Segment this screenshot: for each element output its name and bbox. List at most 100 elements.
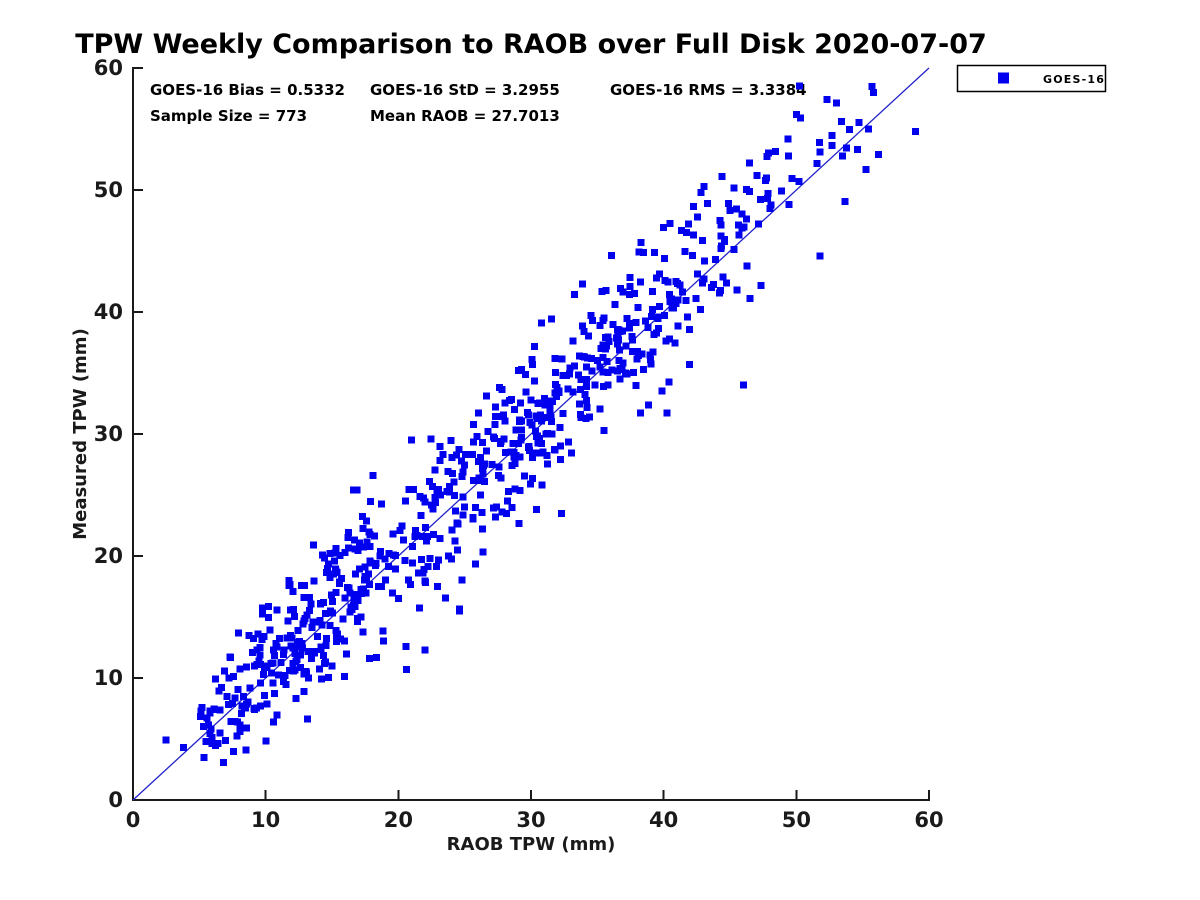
- scatter-point: [381, 555, 389, 563]
- scatter-point: [522, 371, 530, 379]
- scatter-point: [577, 376, 585, 384]
- scatter-point: [479, 525, 487, 533]
- scatter-point: [251, 705, 259, 713]
- scatter-point: [236, 665, 244, 673]
- scatter-point: [352, 570, 360, 578]
- scatter-point: [508, 462, 516, 470]
- scatter-point: [516, 487, 524, 495]
- scatter-point: [692, 294, 700, 302]
- scatter-point: [326, 549, 334, 557]
- scatter-point: [179, 744, 187, 751]
- scatter-point: [664, 278, 672, 286]
- scatter-point: [689, 231, 697, 239]
- scatter-point: [326, 574, 334, 582]
- scatter-point: [495, 472, 503, 479]
- scatter-point: [515, 439, 522, 447]
- scatter-point: [638, 350, 646, 358]
- scatter-point: [312, 618, 320, 626]
- scatter-point: [629, 368, 637, 376]
- scatter-point: [528, 361, 536, 369]
- scatter-point: [668, 304, 676, 312]
- scatter-point: [415, 569, 422, 577]
- scatter-point: [619, 359, 627, 367]
- scatter-point: [308, 655, 316, 663]
- scatter-point: [320, 659, 328, 667]
- scatter-point: [281, 672, 289, 680]
- scatter-point: [470, 421, 478, 429]
- scatter-point: [332, 588, 340, 596]
- scatter-point: [479, 439, 486, 446]
- scatter-point: [864, 125, 872, 133]
- scatter-point: [815, 138, 823, 146]
- x-tick-label: 50: [782, 808, 811, 832]
- scatter-point: [402, 643, 410, 651]
- scatter-point: [529, 454, 536, 462]
- scatter-point: [528, 355, 536, 363]
- scatter-point: [869, 88, 877, 96]
- x-axis-label: RAOB TPW (mm): [447, 834, 616, 855]
- scatter-point: [431, 466, 439, 474]
- scatter-point: [273, 606, 281, 614]
- scatter-point: [336, 635, 344, 643]
- scatter-point: [666, 297, 674, 305]
- scatter-point: [619, 288, 627, 296]
- scatter-point: [614, 332, 622, 340]
- scatter-point: [576, 352, 583, 360]
- legend-box: [956, 64, 1107, 93]
- scatter-point: [674, 322, 682, 330]
- scatter-point: [267, 669, 275, 677]
- scatter-point: [652, 274, 660, 282]
- scatter-point: [656, 270, 663, 278]
- scatter-point: [223, 693, 231, 701]
- scatter-point: [661, 255, 668, 262]
- scatter-point: [868, 83, 876, 90]
- scatter-point: [286, 667, 294, 675]
- scatter-point: [540, 395, 548, 403]
- scatter-point: [663, 409, 671, 417]
- scatter-point: [405, 486, 413, 494]
- scatter-point: [855, 119, 863, 127]
- scatter-point: [495, 463, 503, 471]
- scatter-point: [402, 666, 410, 673]
- scatter-point: [682, 296, 690, 304]
- stat-mean-raob: Mean RAOB = 27.7013: [370, 107, 560, 125]
- scatter-point: [531, 427, 539, 435]
- scatter-point: [632, 382, 640, 389]
- scatter-point: [369, 472, 377, 479]
- scatter-point: [589, 317, 597, 325]
- scatter-point: [300, 688, 308, 695]
- scatter-point: [541, 401, 549, 409]
- scatter-point: [565, 438, 573, 446]
- scatter-point: [552, 381, 560, 389]
- scatter-point: [693, 213, 701, 221]
- scatter-point: [470, 477, 478, 484]
- scatter-point: [504, 497, 512, 505]
- scatter-point: [454, 546, 462, 554]
- scatter-point: [745, 159, 753, 167]
- scatter-point: [378, 583, 386, 591]
- scatter-point: [329, 597, 337, 605]
- scatter-point: [225, 701, 232, 709]
- scatter-point: [655, 303, 663, 311]
- scatter-point: [530, 377, 538, 385]
- scatter-point: [356, 565, 364, 573]
- scatter-point: [448, 526, 456, 534]
- scatter-point: [265, 614, 272, 622]
- scatter-point: [548, 417, 556, 425]
- scatter-point: [333, 638, 341, 645]
- scatter-point: [242, 704, 249, 712]
- scatter-point: [700, 183, 708, 191]
- scatter-point: [423, 533, 431, 540]
- scatter-point: [618, 366, 626, 373]
- scatter-point: [645, 401, 653, 409]
- scatter-point: [678, 288, 686, 296]
- scatter-point: [292, 694, 300, 702]
- scatter-point: [764, 190, 772, 198]
- scatter-point: [242, 700, 250, 708]
- scatter-point: [279, 651, 287, 659]
- scatter-point: [605, 337, 613, 345]
- scatter-point: [564, 385, 572, 393]
- scatter-point: [445, 552, 453, 560]
- stat-std: GOES-16 StD = 3.2955: [370, 81, 560, 99]
